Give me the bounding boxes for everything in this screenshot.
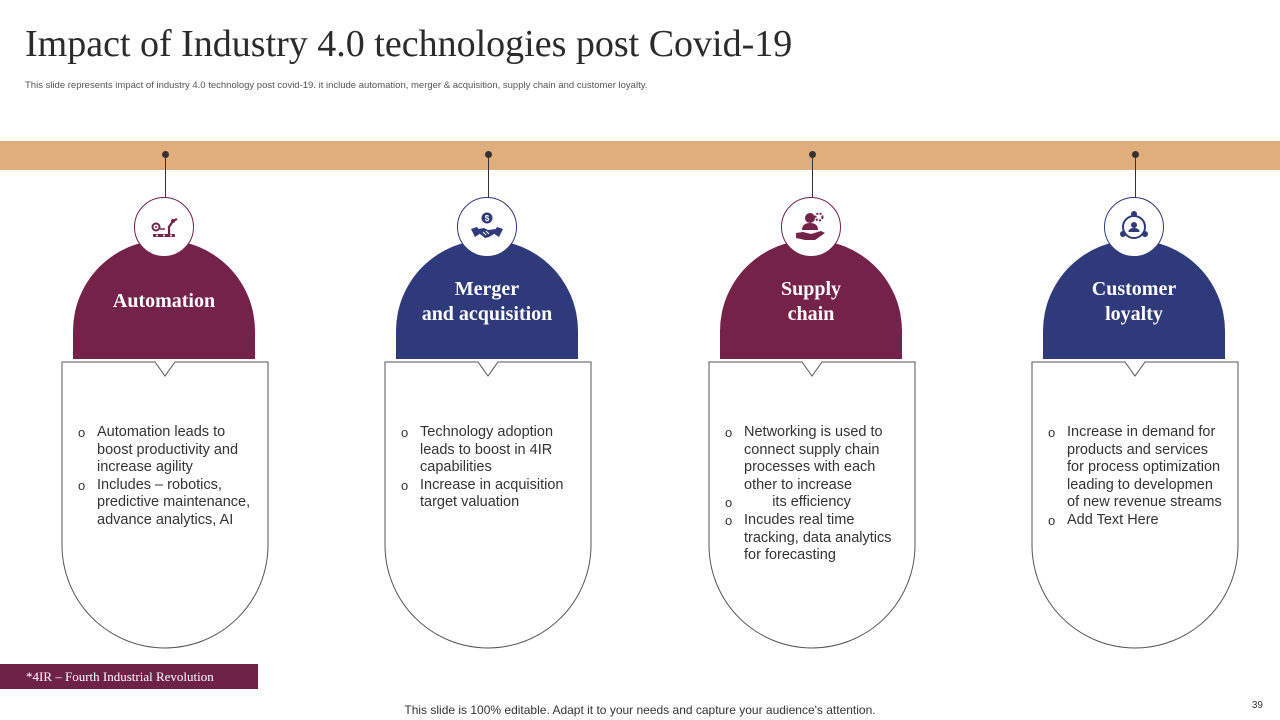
bullet-item: Includes – robotics, predictive maintena… [78, 477, 258, 530]
customer-network-icon [1104, 197, 1164, 257]
footer-text: This slide is 100% editable. Adapt it to… [404, 703, 876, 717]
column-bullets: Technology adoption leads to boost in 4I… [401, 424, 581, 512]
column-title-line1: Supply [780, 277, 842, 300]
bullet-item: Technology adoption leads to boost in 4I… [401, 424, 581, 477]
connector-dot [162, 151, 169, 158]
person-hand-gear-icon [781, 197, 841, 257]
bullet-item: its efficiency [725, 494, 905, 512]
automation-robot-arm-icon [134, 197, 194, 257]
bullet-item: Increase in acquisition target valuation [401, 477, 581, 512]
column-title-line2: loyalty [1105, 302, 1163, 325]
bullet-item: Automation leads to boost productivity a… [78, 424, 258, 477]
column-title-line1: Customer [1091, 277, 1177, 300]
column-bullets: Increase in demand for products and serv… [1048, 424, 1228, 530]
column-title-line1: Merger [454, 277, 520, 300]
connector-line [812, 155, 813, 198]
column-supply-chain: Supply chain Networking is used to conne… [698, 0, 928, 660]
column-bullets: Networking is used to connect supply cha… [725, 424, 905, 565]
footnote-badge: *4IR – Fourth Industrial Revolution [0, 664, 258, 689]
column-title-dome: Merger and acquisition [396, 240, 578, 359]
page-number: 39 [1251, 700, 1263, 711]
connector-line [1135, 155, 1136, 198]
slide-subtitle: This slide represents impact of industry… [25, 80, 648, 91]
svg-text:$: $ [485, 214, 490, 223]
bullet-item: Incudes real time tracking, data analyti… [725, 512, 905, 565]
connector-line [488, 155, 489, 198]
column-title-line2: chain [787, 302, 835, 325]
bullet-item: Increase in demand for products and serv… [1048, 424, 1228, 512]
column-title-dome: Customer loyalty [1043, 240, 1225, 359]
bullet-item: Networking is used to connect supply cha… [725, 424, 905, 494]
connector-line [165, 155, 166, 198]
column-title-line1: Automation [112, 290, 216, 312]
connector-dot [809, 151, 816, 158]
column-automation: Automation Automation leads to boost pro… [51, 0, 281, 660]
bullet-item: Add Text Here [1048, 512, 1228, 530]
timeline-band [0, 141, 1280, 170]
column-bullets: Automation leads to boost productivity a… [78, 424, 258, 530]
handshake-dollar-icon: $ [457, 197, 517, 257]
column-merger-acquisition: Merger and acquisition $ Technology adop… [374, 0, 604, 660]
column-title-dome: Supply chain [720, 240, 902, 359]
connector-dot [485, 151, 492, 158]
slide-title: Impact of Industry 4.0 technologies post… [25, 23, 793, 65]
connector-dot [1132, 151, 1139, 158]
column-customer-loyalty: Customer loyalty Increase in demand for … [1021, 0, 1251, 660]
column-title-dome: Automation [73, 240, 255, 359]
column-title-line2: and acquisition [421, 302, 553, 325]
